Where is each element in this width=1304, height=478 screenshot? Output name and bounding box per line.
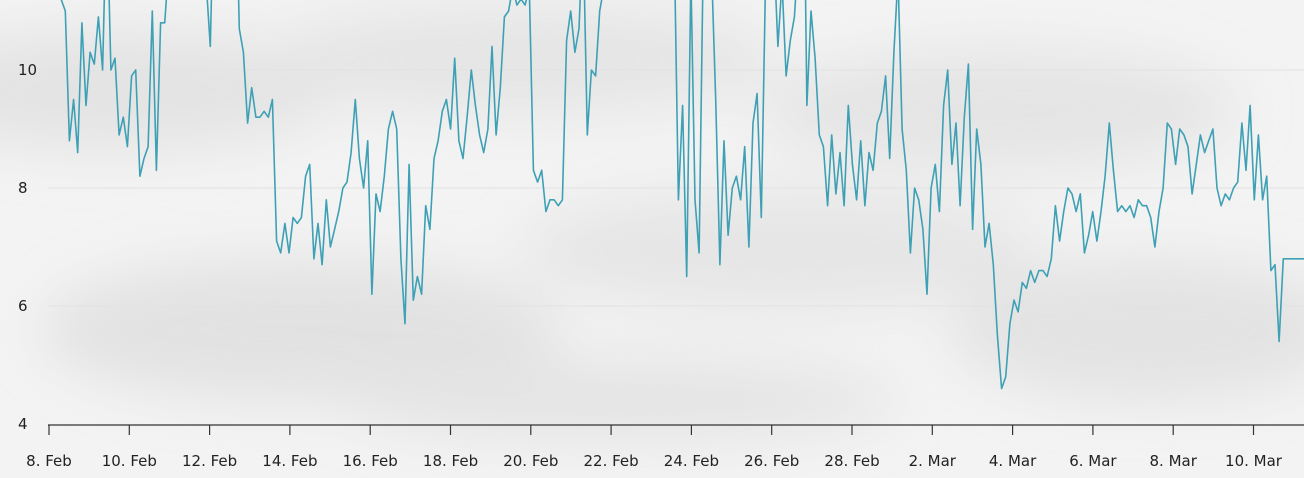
x-tick-label: 26. Feb bbox=[744, 452, 799, 470]
background-texture bbox=[0, 5, 1304, 440]
x-tick-label: 28. Feb bbox=[824, 452, 879, 470]
x-tick-label: 6. Mar bbox=[1069, 452, 1117, 470]
x-tick-label: 24. Feb bbox=[664, 452, 719, 470]
x-tick-label: 2. Mar bbox=[909, 452, 957, 470]
x-tick-label: 4. Mar bbox=[989, 452, 1037, 470]
y-axis-labels: 4681012141618 bbox=[18, 61, 37, 433]
x-tick-label: 16. Feb bbox=[343, 452, 398, 470]
x-tick-label: 14. Feb bbox=[262, 452, 317, 470]
x-axis: 8. Feb 10. Feb 12. Feb 14. Feb 16. Feb 18. Fe… bbox=[26, 424, 1304, 470]
x-tick-label: 20. Feb bbox=[503, 452, 558, 470]
series-group bbox=[60, 0, 1304, 390]
x-tick-label: 22. Feb bbox=[584, 452, 639, 470]
y-tick-label: 6 bbox=[18, 297, 28, 315]
x-tick-label: 10. Mar bbox=[1225, 452, 1283, 470]
x-tick-label: 18. Feb bbox=[423, 452, 478, 470]
x-tick-label: 12. Feb bbox=[182, 452, 237, 470]
y-tick-label: 8 bbox=[18, 179, 28, 197]
x-tick-label: 8. Mar bbox=[1150, 452, 1198, 470]
series-line bbox=[60, 0, 1304, 390]
y-tick-label: 4 bbox=[18, 415, 28, 433]
x-tick-label: 10. Feb bbox=[102, 452, 157, 470]
y-tick-label: 10 bbox=[18, 61, 37, 79]
x-tick-label: 8. Feb bbox=[26, 452, 72, 470]
